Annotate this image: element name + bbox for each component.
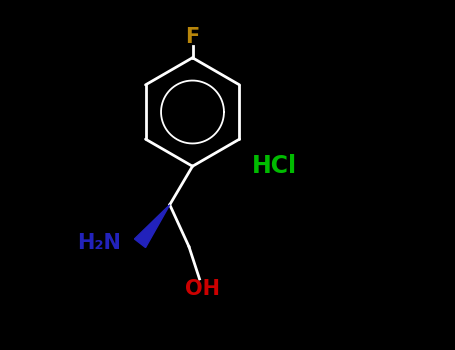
Text: HCl: HCl xyxy=(252,154,297,178)
Text: OH: OH xyxy=(186,279,221,299)
Text: F: F xyxy=(185,27,200,47)
Text: H₂N: H₂N xyxy=(77,233,121,253)
Polygon shape xyxy=(135,205,170,247)
